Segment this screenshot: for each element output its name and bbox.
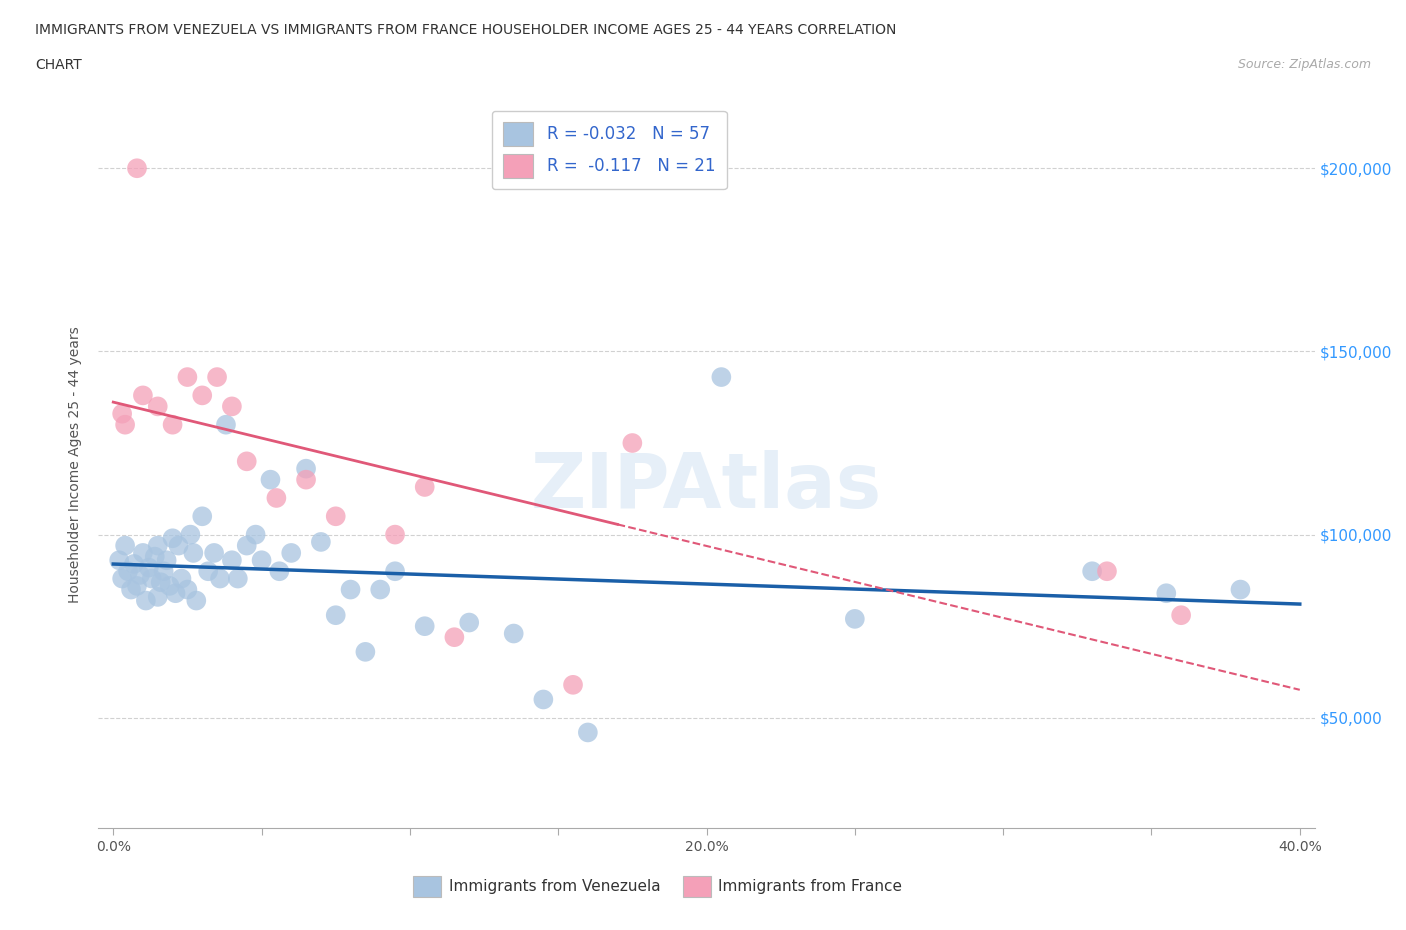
Point [114, 538, 136, 553]
Point [1095, 564, 1118, 578]
Point [280, 546, 302, 561]
Point [111, 406, 134, 421]
Point [122, 556, 145, 571]
Point [562, 677, 585, 692]
Point [156, 552, 179, 567]
Point [226, 571, 249, 586]
Point [235, 454, 257, 469]
Point [132, 546, 155, 561]
Point [146, 399, 169, 414]
Point [138, 560, 160, 575]
Point [146, 538, 169, 553]
Point [165, 586, 187, 601]
Point [111, 571, 134, 586]
Text: CHART: CHART [35, 58, 82, 72]
Point [205, 369, 228, 384]
Point [125, 161, 148, 176]
Point [143, 549, 166, 564]
Point [266, 490, 288, 505]
Point [132, 388, 155, 403]
Point [186, 593, 208, 608]
Point [120, 582, 142, 597]
Point [176, 582, 198, 597]
Point [215, 418, 238, 432]
Point [152, 564, 174, 578]
Point [146, 590, 169, 604]
Point [245, 527, 267, 542]
Point [325, 608, 347, 623]
Point [295, 461, 318, 476]
Point [413, 480, 436, 495]
Point [368, 582, 391, 597]
Text: IMMIGRANTS FROM VENEZUELA VS IMMIGRANTS FROM FRANCE HOUSEHOLDER INCOME AGES 25 -: IMMIGRANTS FROM VENEZUELA VS IMMIGRANTS … [35, 23, 897, 37]
Point [502, 626, 524, 641]
Point [108, 552, 131, 567]
Point [458, 615, 481, 630]
Point [167, 538, 190, 553]
Text: Source: ZipAtlas.com: Source: ZipAtlas.com [1237, 58, 1371, 71]
Point [1170, 608, 1192, 623]
Point [135, 593, 157, 608]
Point [179, 527, 201, 542]
Point [191, 509, 214, 524]
Legend: Immigrants from Venezuela, Immigrants from France: Immigrants from Venezuela, Immigrants fr… [408, 870, 908, 903]
Point [413, 618, 436, 633]
Point [191, 388, 214, 403]
Point [183, 546, 205, 561]
Point [162, 418, 184, 432]
Point [209, 571, 232, 586]
Point [129, 567, 152, 582]
Point [141, 571, 163, 586]
Point [159, 578, 181, 593]
Point [125, 578, 148, 593]
Point [202, 546, 225, 561]
Point [117, 564, 139, 578]
Point [309, 535, 332, 550]
Point [1156, 586, 1178, 601]
Point [170, 571, 193, 586]
Point [710, 369, 733, 384]
Point [1081, 564, 1104, 578]
Point [339, 582, 361, 597]
Point [162, 531, 184, 546]
Point [197, 564, 219, 578]
Point [221, 399, 243, 414]
Point [621, 435, 644, 450]
Point [269, 564, 291, 578]
Point [576, 725, 599, 740]
Point [1229, 582, 1251, 597]
Point [325, 509, 347, 524]
Point [531, 692, 554, 707]
Point [844, 611, 866, 626]
Point [114, 418, 136, 432]
Point [384, 564, 406, 578]
Y-axis label: Householder Income Ages 25 - 44 years: Householder Income Ages 25 - 44 years [69, 326, 83, 604]
Point [354, 644, 377, 659]
Text: ZIPAtlas: ZIPAtlas [531, 450, 882, 524]
Point [235, 538, 257, 553]
Point [384, 527, 406, 542]
Point [176, 369, 198, 384]
Point [250, 552, 273, 567]
Point [259, 472, 281, 487]
Point [221, 552, 243, 567]
Point [443, 630, 465, 644]
Point [149, 575, 172, 590]
Point [295, 472, 318, 487]
